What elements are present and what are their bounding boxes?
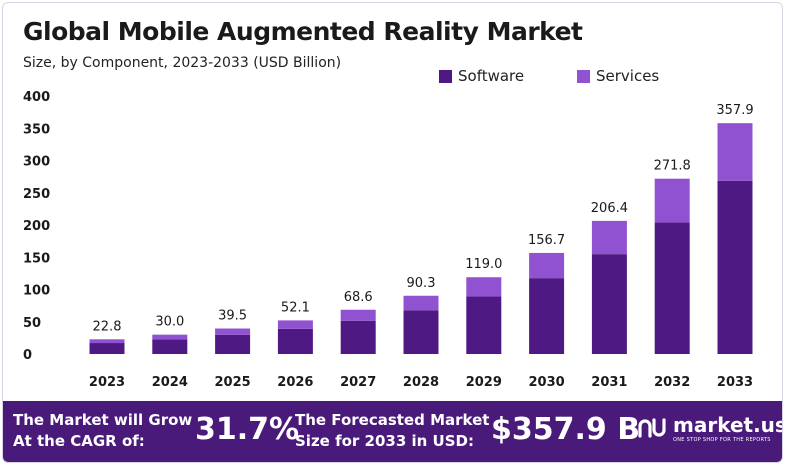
bar-software-2029 (466, 296, 502, 354)
bar-software-2031 (591, 254, 627, 354)
y-tick-label: 50 (23, 316, 41, 331)
forecast-caption-line2: Size for 2033 in USD: (295, 432, 474, 450)
y-tick-label: 0 (23, 348, 32, 363)
brand-logo-icon (638, 418, 666, 438)
legend-label-software: Software (458, 67, 525, 85)
x-tick-label: 2029 (466, 375, 502, 390)
cagr-caption-line2: At the CAGR of: (13, 432, 145, 450)
data-label-2032: 271.8 (654, 159, 691, 174)
x-tick-label: 2028 (403, 375, 439, 390)
data-label-2024: 30.0 (155, 315, 184, 330)
y-tick-label: 100 (23, 284, 50, 299)
brand-logo[interactable]: market.us ONE STOP SHOP FOR THE REPORTS (637, 413, 783, 444)
bar-software-2025 (215, 334, 251, 354)
bar-services-2029 (466, 277, 502, 297)
bar-services-2025 (215, 328, 251, 335)
forecast-value: $357.9 B (491, 412, 641, 447)
bar-services-2026 (277, 320, 313, 329)
data-label-2023: 22.8 (93, 319, 122, 334)
bar-services-2024 (152, 334, 188, 340)
bar-software-2028 (403, 310, 439, 354)
x-tick-label: 2031 (591, 375, 627, 390)
data-label-2025: 39.5 (218, 309, 247, 324)
footer-banner: The Market will Grow At the CAGR of: 31.… (3, 401, 782, 462)
brand-tagline: ONE STOP SHOP FOR THE REPORTS (673, 437, 771, 443)
legend-label-services: Services (596, 67, 660, 85)
x-tick-label: 2033 (717, 375, 753, 390)
forecast-caption-line1: The Forecasted Market (295, 411, 490, 429)
brand-name: market.us (673, 413, 783, 437)
y-tick-label: 200 (23, 219, 50, 234)
x-tick-label: 2023 (89, 375, 125, 390)
data-label-2029: 119.0 (465, 257, 502, 272)
data-label-2028: 90.3 (407, 276, 436, 291)
bar-software-2032 (654, 222, 690, 354)
chart-subtitle: Size, by Component, 2023-2033 (USD Billi… (23, 55, 342, 71)
bar-software-2030 (529, 278, 565, 354)
bar-services-2028 (403, 295, 439, 311)
chart-title: Global Mobile Augmented Reality Market (23, 17, 583, 46)
bar-services-2033 (717, 123, 753, 181)
data-label-2030: 156.7 (528, 233, 565, 248)
bar-services-2027 (340, 309, 376, 321)
legend-swatch-services (577, 69, 590, 83)
cagr-value: 31.7% (195, 412, 300, 447)
y-tick-label: 150 (23, 251, 50, 266)
bar-services-2030 (529, 252, 565, 279)
data-label-2031: 206.4 (591, 201, 628, 216)
bar-software-2033 (717, 180, 753, 354)
legend-item-software: Software (439, 67, 524, 85)
x-tick-label: 2027 (340, 375, 376, 390)
x-tick-label: 2026 (277, 375, 313, 390)
y-tick-label: 300 (23, 155, 50, 170)
cagr-caption: The Market will Grow At the CAGR of: (13, 410, 192, 452)
x-tick-label: 2032 (654, 375, 690, 390)
bar-software-2023 (89, 343, 125, 354)
bar-chart: 0 50 100 150 200 250 300 350 400 22.8 2023 30.0 2024… (23, 90, 754, 390)
legend-swatch-software (439, 69, 452, 83)
x-tick-label: 2025 (215, 375, 251, 390)
data-label-2026: 52.1 (281, 300, 310, 315)
bar-services-2031 (591, 220, 627, 255)
y-tick-label: 400 (23, 90, 50, 105)
bar-software-2024 (152, 339, 188, 354)
y-tick-label: 350 (23, 122, 50, 137)
legend-item-services: Services (577, 67, 659, 85)
y-tick-label: 250 (23, 187, 50, 202)
bar-services-2023 (89, 339, 125, 344)
x-tick-label: 2024 (152, 375, 188, 390)
bar-software-2027 (340, 320, 376, 354)
bar-services-2032 (654, 178, 690, 223)
x-tick-label: 2030 (529, 375, 565, 390)
data-label-2027: 68.6 (344, 290, 373, 305)
forecast-caption: The Forecasted Market Size for 2033 in U… (295, 410, 489, 452)
data-label-2033: 357.9 (716, 103, 753, 118)
bar-software-2026 (277, 328, 313, 354)
cagr-caption-line1: The Market will Grow (13, 411, 193, 429)
